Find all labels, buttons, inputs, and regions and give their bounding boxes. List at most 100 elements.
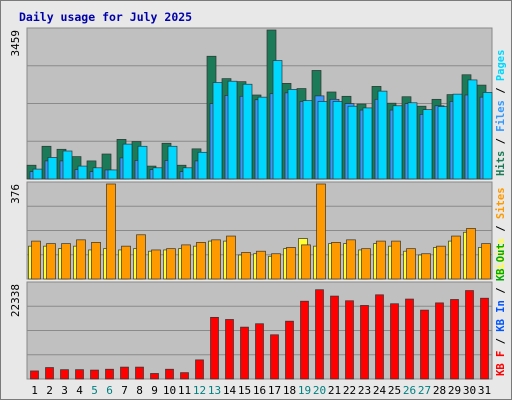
bar-pages-day-5 <box>92 167 103 180</box>
bar-sites-day-23 <box>361 248 371 280</box>
bar-kb-f-day-2 <box>45 367 54 380</box>
bar-pages-day-25 <box>392 105 403 180</box>
x-tick-label: 7 <box>121 384 128 397</box>
x-tick-label: 30 <box>463 384 476 397</box>
bar-kb-f-day-21 <box>330 295 339 380</box>
bar-pages-day-4 <box>77 165 88 180</box>
bar-kb-f-day-1 <box>30 370 39 380</box>
y-max-label: 22338 <box>9 284 22 317</box>
legend-entry: KB F <box>495 351 507 376</box>
x-tick-label: 19 <box>298 384 311 397</box>
bar-kb-f-day-15 <box>240 326 249 380</box>
x-tick-label: 2 <box>46 384 53 397</box>
bar-kb-f-day-24 <box>375 294 384 380</box>
bar-sites-day-31 <box>481 243 491 280</box>
bar-sites-day-7 <box>121 245 131 280</box>
bar-pages-day-16 <box>257 96 268 180</box>
legend-entry: Hits <box>495 151 507 176</box>
chart-panels: 3459 Hits / Files / Pages 376 Visits / Site… <box>9 27 507 380</box>
legend-entry: Pages <box>495 50 507 82</box>
bar-sites-day-16 <box>256 250 266 280</box>
bar-sites-day-8 <box>136 234 146 280</box>
panel-1: 3459 Hits / Files / Pages <box>9 27 507 180</box>
bar-pages-day-10 <box>167 145 178 180</box>
bar-sites-day-4 <box>76 239 86 280</box>
bar-kb-f-day-7 <box>120 366 129 380</box>
bar-kb-f-day-4 <box>75 369 84 380</box>
bar-sites-day-9 <box>151 249 161 280</box>
bar-kb-f-day-22 <box>345 300 354 380</box>
bar-sites-day-5 <box>91 242 101 280</box>
bar-kb-f-day-14 <box>225 319 234 380</box>
bar-sites-day-30 <box>466 228 476 280</box>
legend-separator: / <box>495 132 507 151</box>
bar-pages-day-11 <box>182 167 193 180</box>
bar-kb-f-day-9 <box>150 373 159 380</box>
x-tick-label: 10 <box>163 384 176 397</box>
x-tick-label: 23 <box>358 384 371 397</box>
bar-kb-f-day-6 <box>105 368 114 380</box>
x-tick-label: 8 <box>136 384 143 397</box>
x-tick-label: 18 <box>283 384 296 397</box>
x-tick-label: 26 <box>403 384 416 397</box>
bar-kb-f-day-30 <box>465 290 474 380</box>
bar-kb-f-day-8 <box>135 366 144 380</box>
bar-sites-day-1 <box>31 240 41 280</box>
legend-entry: KB Out <box>495 243 507 281</box>
bar-sites-day-10 <box>166 248 176 280</box>
bar-pages-day-23 <box>362 107 373 180</box>
bar-sites-day-26 <box>406 248 416 280</box>
bar-kb-f-day-26 <box>405 298 414 380</box>
bar-pages-day-21 <box>332 101 343 180</box>
bar-pages-day-18 <box>287 89 298 180</box>
bar-sites-day-24 <box>376 240 386 280</box>
bar-pages-day-31 <box>482 92 493 180</box>
chart-title: Daily usage for July 2025 <box>19 10 192 24</box>
legend-entry: Visits <box>495 238 507 276</box>
bar-pages-day-2 <box>47 157 58 180</box>
bar-kb-f-day-13 <box>210 316 219 380</box>
bar-pages-day-12 <box>197 151 208 180</box>
bar-pages-day-24 <box>377 90 388 180</box>
legend-entry: KB In <box>495 300 507 332</box>
bar-sites-day-20 <box>316 183 326 280</box>
x-tick-label: 4 <box>76 384 83 397</box>
bar-pages-day-7 <box>122 143 133 180</box>
x-tick-label: 14 <box>223 384 237 397</box>
panel-legend: KB F / KB In / KB Out <box>495 243 507 376</box>
bar-sites-day-18 <box>286 247 296 280</box>
bar-pages-day-14 <box>227 80 238 180</box>
x-tick-label: 24 <box>373 384 387 397</box>
x-tick-label: 13 <box>208 384 221 397</box>
panel-2: 376 Visits / Sites <box>9 181 507 280</box>
x-tick-label: 27 <box>418 384 431 397</box>
panel-3: 22338 KB F / KB In / KB Out <box>9 243 507 380</box>
x-tick-label: 3 <box>61 384 68 397</box>
bar-pages-day-19 <box>302 100 313 180</box>
bar-sites-day-22 <box>346 239 356 280</box>
bar-kb-f-day-31 <box>480 297 489 380</box>
legend-separator: / <box>495 281 507 300</box>
bar-pages-day-17 <box>272 60 283 180</box>
x-tick-label: 17 <box>268 384 281 397</box>
bar-pages-day-13 <box>212 82 223 180</box>
bar-sites-day-11 <box>181 244 191 280</box>
bar-kb-f-day-18 <box>285 320 294 380</box>
bar-pages-day-27 <box>422 109 433 180</box>
bar-pages-day-30 <box>467 79 478 180</box>
bar-pages-day-29 <box>452 93 463 180</box>
bar-pages-day-3 <box>62 150 73 180</box>
bar-sites-day-25 <box>391 240 401 280</box>
bar-kb-f-day-12 <box>195 359 204 380</box>
bar-sites-day-6 <box>106 183 116 280</box>
bar-kb-f-day-10 <box>165 368 174 380</box>
x-tick-label: 15 <box>238 384 251 397</box>
x-tick-label: 28 <box>433 384 446 397</box>
bar-sites-day-15 <box>241 252 251 280</box>
bar-sites-day-28 <box>436 245 446 280</box>
legend-separator: / <box>495 81 507 100</box>
bar-kb-f-day-11 <box>180 372 189 380</box>
bar-kb-f-day-29 <box>450 299 459 380</box>
